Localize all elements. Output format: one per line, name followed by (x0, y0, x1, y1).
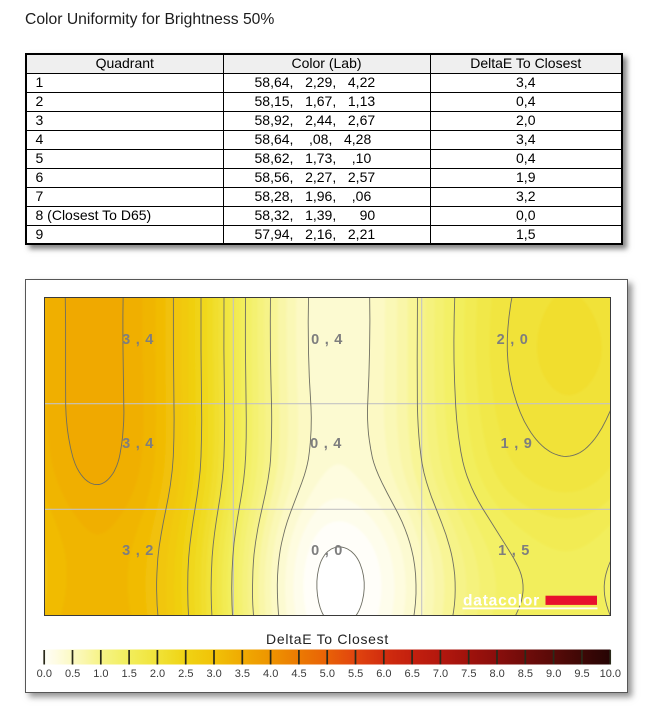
svg-text:3,4: 3,4 (122, 332, 159, 348)
svg-text:0,4: 0,4 (310, 436, 347, 452)
svg-text:3,4: 3,4 (122, 436, 159, 452)
svg-text:datacolor: datacolor (463, 593, 540, 610)
svg-text:2,0: 2,0 (496, 332, 533, 348)
svg-text:1,5: 1,5 (498, 543, 535, 559)
svg-text:3,2: 3,2 (122, 543, 159, 559)
svg-text:0,0: 0,0 (311, 543, 348, 559)
svg-text:0,4: 0,4 (311, 332, 348, 348)
svg-text:1,9: 1,9 (500, 436, 537, 452)
